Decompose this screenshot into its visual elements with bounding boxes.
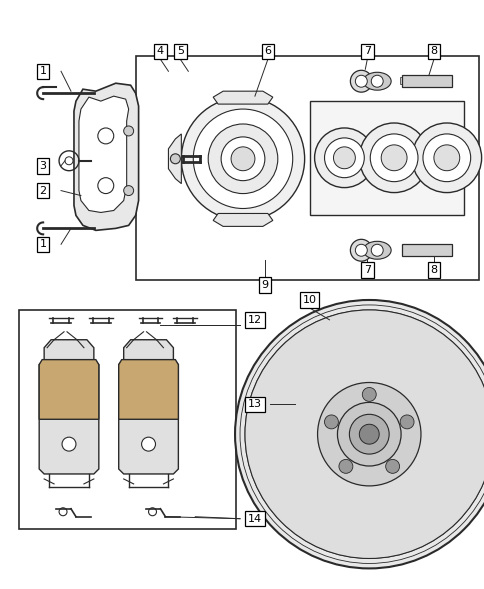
- Circle shape: [355, 75, 366, 87]
- Circle shape: [208, 124, 277, 194]
- Circle shape: [369, 134, 417, 181]
- Polygon shape: [213, 91, 272, 104]
- Polygon shape: [119, 360, 178, 419]
- Circle shape: [399, 415, 413, 429]
- Circle shape: [244, 310, 484, 558]
- Text: 14: 14: [247, 514, 261, 524]
- Circle shape: [317, 382, 420, 486]
- Circle shape: [359, 424, 378, 444]
- Text: 7: 7: [363, 47, 370, 57]
- Circle shape: [380, 145, 406, 171]
- Polygon shape: [39, 340, 99, 474]
- Text: 7: 7: [363, 265, 370, 275]
- Circle shape: [359, 123, 428, 193]
- Ellipse shape: [363, 72, 390, 90]
- Bar: [309, 101, 463, 216]
- Circle shape: [141, 437, 155, 451]
- Circle shape: [433, 145, 459, 171]
- Polygon shape: [119, 340, 178, 474]
- Circle shape: [123, 126, 134, 136]
- Polygon shape: [39, 360, 99, 419]
- Text: 8: 8: [429, 47, 437, 57]
- Polygon shape: [79, 96, 128, 213]
- Circle shape: [338, 459, 352, 474]
- Ellipse shape: [363, 241, 390, 259]
- Circle shape: [230, 147, 255, 171]
- Bar: [19, 310, 236, 529]
- Circle shape: [333, 147, 355, 168]
- Circle shape: [422, 134, 469, 181]
- Bar: [401, 244, 451, 256]
- Circle shape: [362, 388, 376, 401]
- Polygon shape: [74, 83, 138, 230]
- Circle shape: [123, 186, 134, 196]
- Text: 5: 5: [177, 47, 183, 57]
- Bar: [401, 75, 451, 87]
- Circle shape: [98, 178, 114, 194]
- Text: 13: 13: [247, 399, 261, 409]
- Circle shape: [411, 123, 481, 193]
- Circle shape: [348, 414, 388, 454]
- Bar: [136, 57, 478, 280]
- Text: 1: 1: [40, 67, 46, 77]
- Circle shape: [193, 109, 292, 209]
- Circle shape: [221, 137, 264, 181]
- Circle shape: [98, 128, 114, 144]
- Circle shape: [355, 244, 366, 256]
- Circle shape: [349, 239, 372, 261]
- Text: 2: 2: [40, 186, 46, 196]
- Circle shape: [235, 300, 484, 568]
- Circle shape: [170, 154, 180, 164]
- Text: 6: 6: [264, 47, 271, 57]
- Polygon shape: [168, 134, 181, 184]
- Text: 12: 12: [247, 315, 261, 325]
- Text: 1: 1: [40, 239, 46, 249]
- Text: 4: 4: [157, 47, 164, 57]
- Text: 9: 9: [261, 280, 268, 290]
- Text: 8: 8: [429, 265, 437, 275]
- Text: 10: 10: [302, 295, 316, 305]
- Text: 3: 3: [40, 161, 46, 171]
- Circle shape: [337, 402, 400, 466]
- Circle shape: [62, 437, 76, 451]
- Circle shape: [370, 75, 382, 87]
- Circle shape: [324, 415, 338, 429]
- Circle shape: [181, 97, 304, 220]
- Circle shape: [370, 244, 382, 256]
- Circle shape: [385, 459, 399, 474]
- Circle shape: [349, 70, 372, 92]
- Circle shape: [324, 138, 363, 178]
- Circle shape: [314, 128, 374, 188]
- Polygon shape: [213, 213, 272, 226]
